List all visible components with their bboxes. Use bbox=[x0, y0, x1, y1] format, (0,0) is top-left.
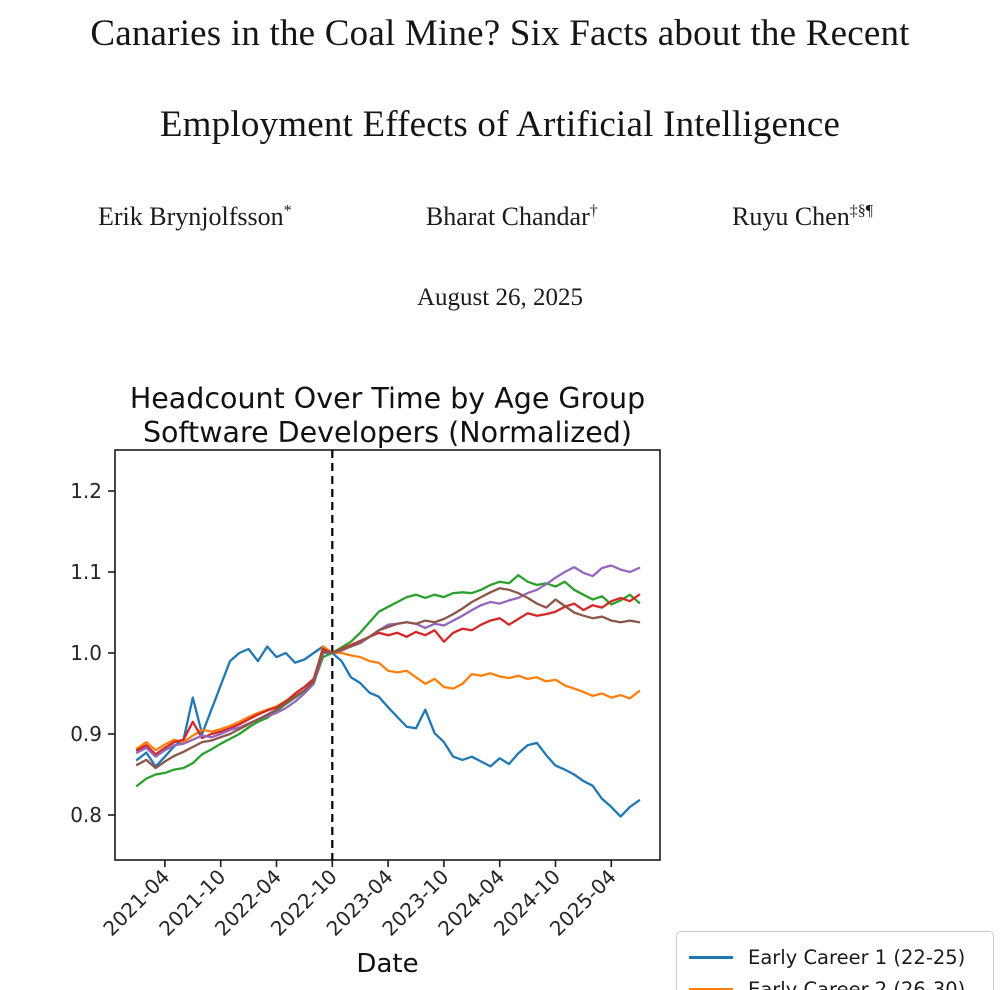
author-3: Ruyu Chen‡§¶ bbox=[732, 202, 873, 232]
author-1-name: Erik Brynjolfsson bbox=[98, 202, 284, 231]
paper-date: August 26, 2025 bbox=[417, 284, 583, 311]
author-3-superscript: ‡§¶ bbox=[849, 202, 873, 220]
author-3-name: Ruyu Chen bbox=[732, 202, 850, 231]
chart-title-line-2: Software Developers (Normalized) bbox=[143, 416, 632, 449]
series-line-early-career-2-26-30 bbox=[135, 645, 641, 752]
author-1: Erik Brynjolfsson* bbox=[98, 202, 292, 232]
series-line-developing-31-34 bbox=[135, 574, 641, 787]
y-tick-label: 0.9 bbox=[70, 722, 102, 746]
y-tick-label: 1.1 bbox=[70, 560, 102, 584]
author-2-superscript: † bbox=[589, 202, 598, 220]
series-line-senior-50 bbox=[135, 587, 641, 770]
authors-row: Erik Brynjolfsson* Bharat Chandar† Ruyu … bbox=[98, 202, 873, 232]
series-line-mid-career-1-35-40 bbox=[135, 593, 641, 756]
series-line-early-career-1-22-25 bbox=[135, 645, 641, 818]
legend-swatch-line bbox=[689, 955, 733, 959]
author-2-name: Bharat Chandar bbox=[425, 202, 590, 231]
y-tick-label: 1.0 bbox=[70, 641, 102, 665]
headcount-chart-svg: Headcount Over Time by Age GroupSoftware… bbox=[70, 382, 661, 979]
y-tick-label: 0.8 bbox=[70, 803, 102, 827]
series-line-mid-career-2-41-49 bbox=[135, 564, 641, 758]
legend-label: Early Career 1 (22-25) bbox=[748, 945, 966, 969]
y-tick-label: 1.2 bbox=[70, 479, 102, 503]
author-2: Bharat Chandar† bbox=[426, 202, 598, 232]
headcount-chart-figure: Headcount Over Time by Age Group Software… bbox=[0, 380, 1000, 990]
legend-item: Early Career 2 (26-30) bbox=[689, 974, 983, 990]
paper-title-line-1: Canaries in the Coal Mine? Six Facts abo… bbox=[90, 13, 910, 54]
x-axis-label: Date bbox=[356, 949, 418, 979]
legend-item: Early Career 1 (22-25) bbox=[689, 941, 983, 974]
legend-label: Early Career 2 (26-30) bbox=[748, 978, 966, 990]
chart-legend: Early Career 1 (22-25) Early Career 2 (26… bbox=[676, 931, 994, 990]
chart-title-line-1: Headcount Over Time by Age Group bbox=[130, 382, 645, 415]
plot-frame bbox=[114, 449, 661, 861]
paper-title-line-2: Employment Effects of Artificial Intelli… bbox=[159, 104, 841, 145]
author-1-superscript: * bbox=[283, 202, 292, 220]
legend-swatch-line bbox=[689, 988, 733, 990]
